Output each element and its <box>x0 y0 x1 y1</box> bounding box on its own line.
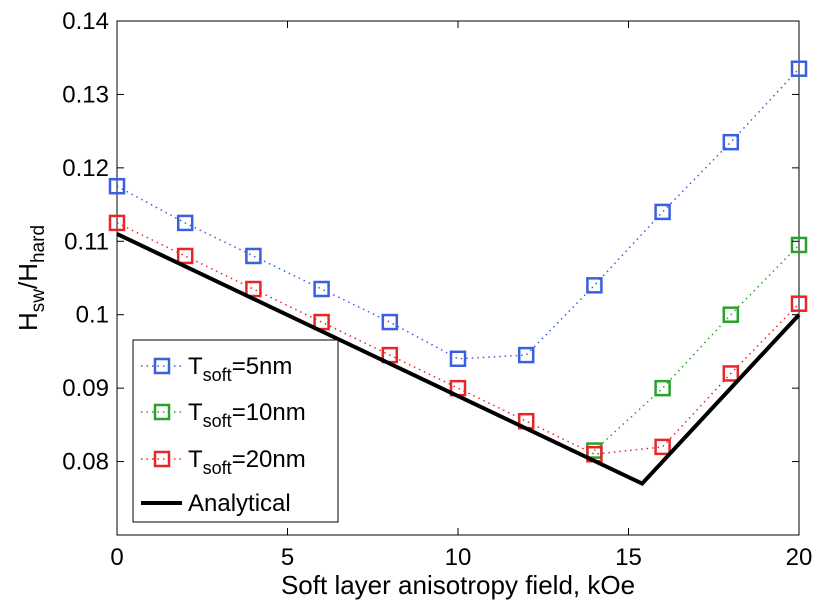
legend-label-main: T <box>188 399 203 426</box>
y-tick-label: 0.09 <box>62 375 109 402</box>
data-point <box>790 295 808 312</box>
axes-layer: 0 5 10 15 20 0.08 0.09 0.1 0.11 0.12 0.13 0.14 <box>62 8 812 571</box>
data-point <box>245 247 262 265</box>
data-point <box>381 313 399 331</box>
data-point <box>449 350 467 368</box>
data-point <box>313 280 330 298</box>
data-point <box>245 280 262 298</box>
y-tick-label: 0.14 <box>62 8 109 35</box>
legend-label: Tsoft=5nm <box>188 353 292 385</box>
y-axis-label: Hsw/Hhard <box>13 225 49 331</box>
data-point <box>790 60 808 77</box>
y-tick-label: 0.11 <box>64 228 109 255</box>
data-point <box>790 236 808 254</box>
y-axis-label-main: H <box>13 312 43 331</box>
legend-label-sub: soft <box>203 411 232 431</box>
data-point <box>654 203 671 221</box>
x-tick-label: 20 <box>786 544 813 571</box>
legend-label-main: T <box>188 353 203 380</box>
legend-label-sub: soft <box>203 365 232 385</box>
legend-label-rest: =10nm <box>232 399 306 426</box>
legend-label-main: Analytical <box>188 490 291 517</box>
data-point <box>108 177 126 195</box>
series-layer <box>108 60 808 487</box>
data-point <box>586 277 603 294</box>
y-tick-label: 0.12 <box>62 155 109 182</box>
legend-marker <box>153 403 171 421</box>
y-axis-label-sub1: sw <box>28 289 49 313</box>
data-point <box>654 379 671 397</box>
legend-label-rest: =5nm <box>232 353 293 380</box>
y-axis-label-sub2: hard <box>28 225 49 263</box>
legend-label-main: T <box>188 446 203 473</box>
legend-marker <box>153 357 171 375</box>
legend-label: Tsoft=10nm <box>188 399 306 431</box>
series-line <box>116 68 800 360</box>
data-point <box>722 133 740 151</box>
y-tick-label: 0.08 <box>62 449 109 476</box>
data-point <box>517 346 535 364</box>
legend-label: Tsoft=20nm <box>188 446 306 478</box>
legend-label-sub: soft <box>203 458 232 478</box>
legend-marker <box>153 450 171 468</box>
y-tick-label: 0.13 <box>62 81 109 108</box>
x-tick-label: 5 <box>281 544 294 571</box>
x-tick-label: 10 <box>445 544 472 571</box>
data-point <box>176 247 194 265</box>
data-point <box>108 214 126 232</box>
data-point <box>722 306 740 323</box>
y-tick-label: 0.1 <box>76 302 109 329</box>
legend-box <box>132 339 339 523</box>
x-tick-label: 15 <box>615 544 642 571</box>
y-axis-label-slash: /H <box>13 263 43 289</box>
legend-label-rest: =20nm <box>232 446 306 473</box>
data-point <box>176 214 194 232</box>
series-line-analytical <box>116 232 801 487</box>
x-axis-label: Soft layer anisotropy field, kOe <box>281 570 635 600</box>
data-point <box>654 438 671 456</box>
legend-label: Analytical <box>188 490 291 517</box>
x-tick-label: 0 <box>110 544 123 571</box>
data-point <box>722 365 740 382</box>
